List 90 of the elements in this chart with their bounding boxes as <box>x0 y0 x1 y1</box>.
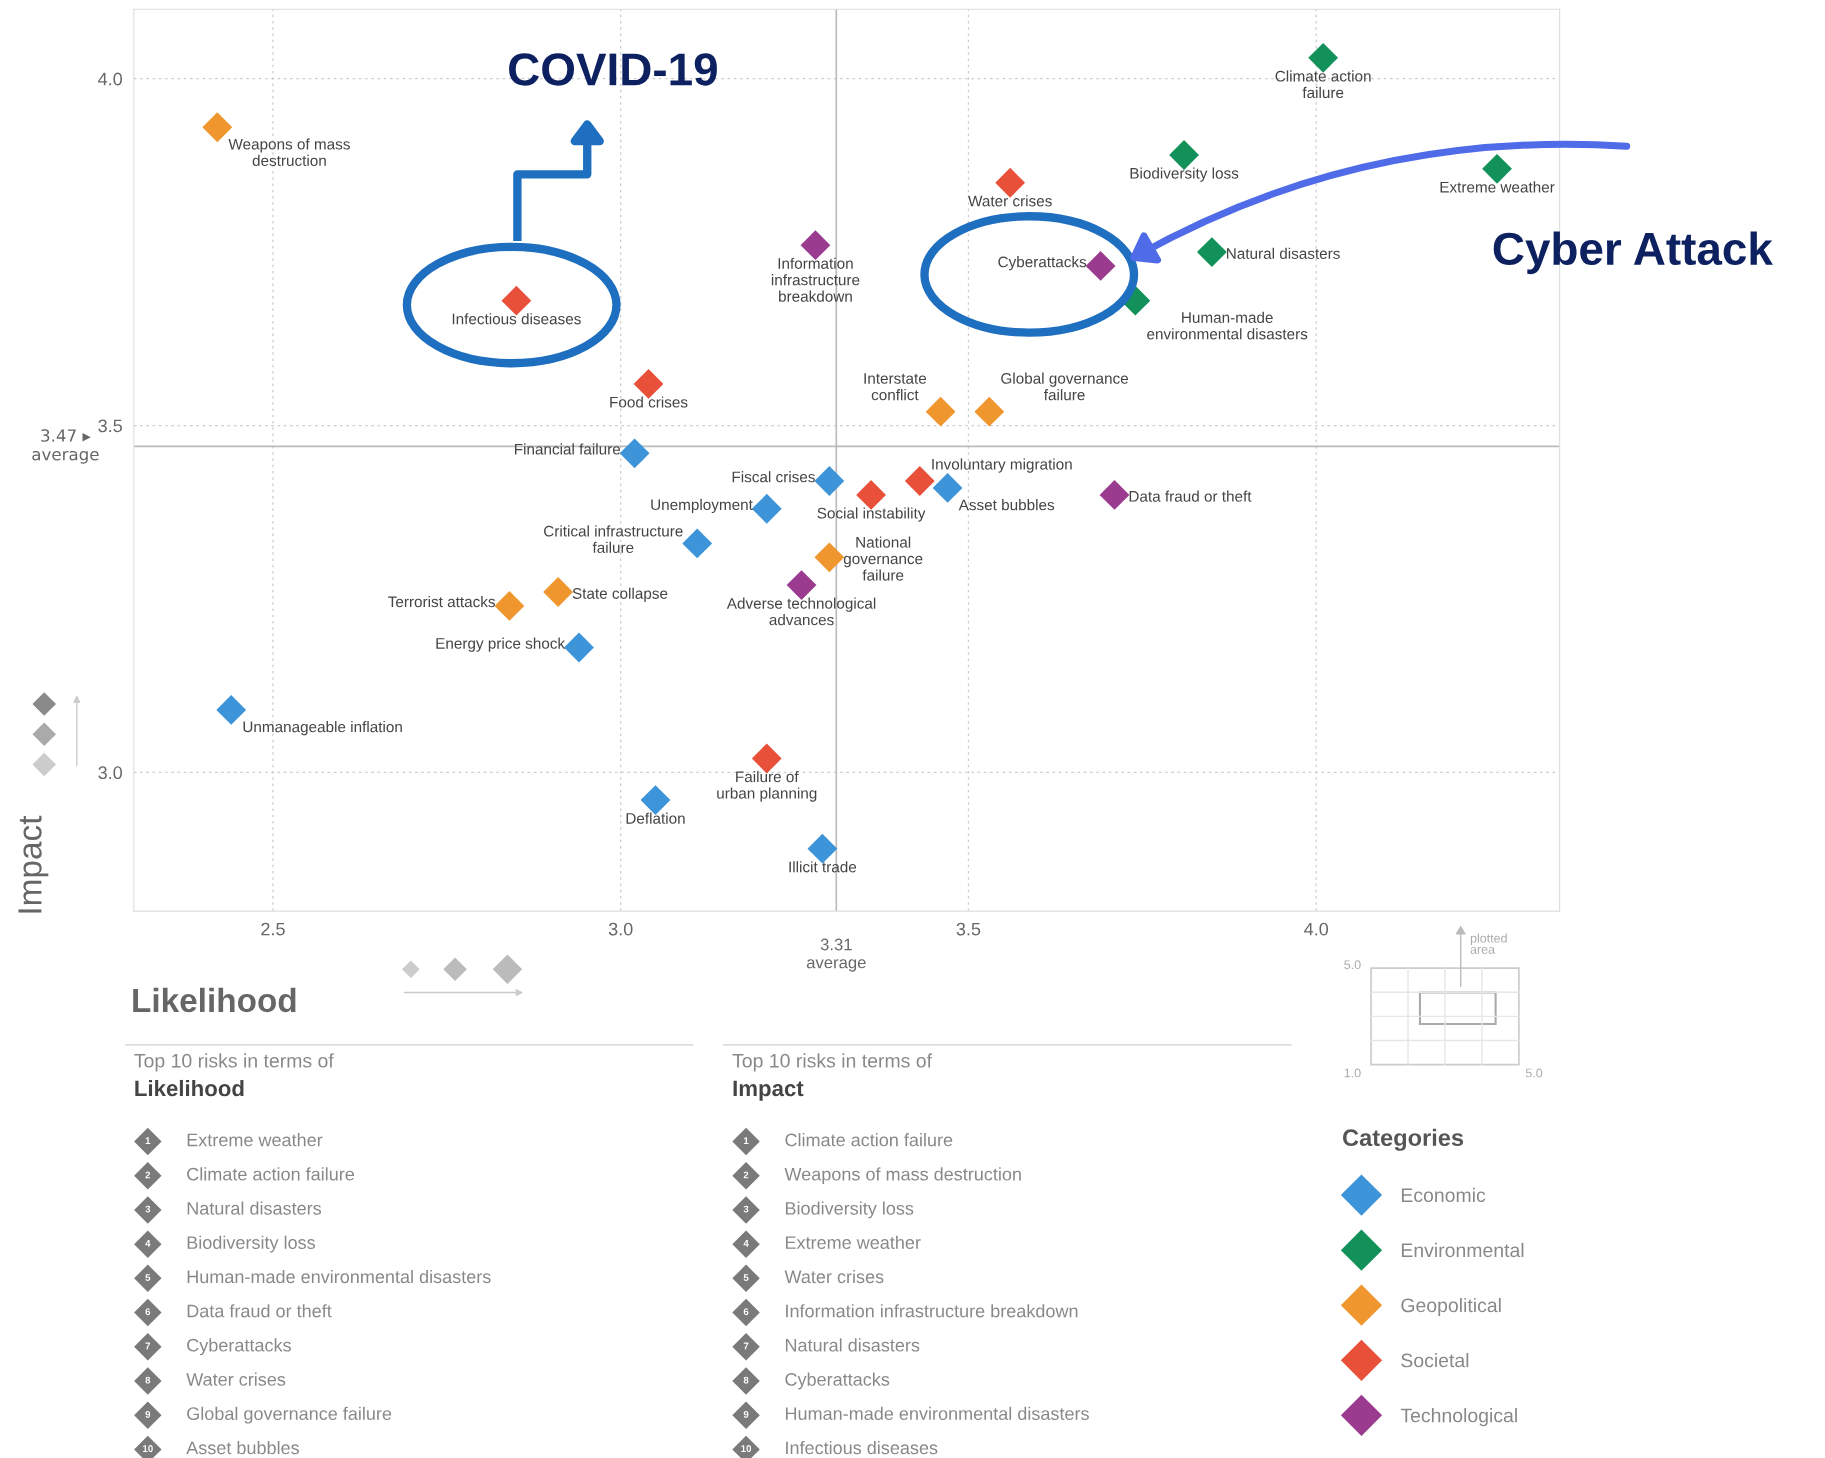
data-label: Financial failure <box>514 443 621 455</box>
data-label: Infectious diseases <box>452 313 581 325</box>
data-label: Human-made environmental disasters <box>1147 311 1308 340</box>
data-label: Unemployment <box>651 498 753 514</box>
legend-title: Categories <box>1342 1128 1464 1151</box>
point <box>925 396 956 427</box>
x-tick-label: 2.5 <box>261 922 285 936</box>
text: Impact <box>733 1080 804 1101</box>
legend-label: Geopolitical <box>1401 1297 1501 1317</box>
y-tick-label: 4.0 <box>98 72 123 86</box>
text: 3 Natural disasters <box>145 1201 322 1215</box>
x-tick-label: 4.0 <box>1304 922 1329 936</box>
x-tick-label: 3.0 <box>608 922 633 936</box>
legend-label: Economic <box>1401 1187 1486 1203</box>
data-label: Terrorist attacks <box>388 595 495 608</box>
data-label: Weapons of mass destruction <box>228 138 350 167</box>
text: 9 Human-made environmental disasters <box>743 1406 1089 1421</box>
legend-label: Technological <box>1400 1408 1517 1427</box>
text: 9 Global governance failure <box>145 1406 392 1424</box>
text: 4 Biodiversity loss <box>145 1235 316 1253</box>
data-label: Cyberattacks <box>998 256 1087 271</box>
point <box>974 396 1005 427</box>
point <box>564 632 594 663</box>
text: Top 10 risks in terms of <box>134 1053 334 1072</box>
text: 1.0 <box>1344 1068 1361 1078</box>
data-label: Food crises <box>610 396 688 408</box>
data-label: Illicit trade <box>789 861 857 873</box>
point <box>543 577 573 607</box>
y-axis-title: Impact <box>18 815 49 913</box>
data-label: Interstate conflict <box>864 373 927 401</box>
data-label: Critical infrastructure failure <box>544 525 683 553</box>
data-label: Global governance failure <box>1001 372 1128 401</box>
data-label: Deflation <box>626 812 685 824</box>
data-label: Failure of urban planning <box>717 770 817 802</box>
data-label: Extreme weather <box>1440 181 1555 193</box>
text: 3 Biodiversity loss <box>743 1201 914 1219</box>
text: 8 Water crises <box>145 1372 286 1386</box>
data-label: Social instability <box>817 507 926 522</box>
text: 8 Cyberattacks <box>743 1372 890 1390</box>
point <box>1085 251 1116 281</box>
text: 5.0 <box>1344 960 1361 970</box>
text: 2 Weapons of mass destruction <box>743 1167 1021 1185</box>
data-label: Information infrastructure breakdown <box>771 257 860 302</box>
text: 5 Human-made environmental disasters <box>145 1269 491 1284</box>
text: 10 Asset bubbles <box>143 1440 299 1455</box>
point <box>751 493 782 524</box>
x-axis-title: Likelihood <box>133 987 296 1013</box>
text: 2 Climate action failure <box>145 1167 355 1181</box>
point <box>814 466 845 496</box>
text: 1 Climate action failure <box>743 1133 953 1147</box>
x-tick-label: 3.5 <box>956 922 981 936</box>
text: 5.0 <box>1525 1068 1543 1078</box>
point <box>1196 237 1227 267</box>
text: 4 Extreme weather <box>743 1235 921 1249</box>
text: Top 10 risks in terms of <box>732 1053 933 1072</box>
point <box>1099 480 1130 510</box>
text: 5 Water crises <box>743 1269 884 1284</box>
data-label: Unmanageable inflation <box>243 721 402 736</box>
text: 6 Data fraud or theft <box>145 1304 332 1318</box>
point <box>494 590 525 621</box>
data-label: Natural disasters <box>1227 247 1340 259</box>
annotation: COVID-19 <box>509 53 717 86</box>
data-label: State collapse <box>572 587 668 602</box>
legend-label: Environmental <box>1401 1242 1524 1258</box>
text: 6 Information infrastructure breakdown <box>743 1304 1078 1318</box>
data-label: Climate action failure <box>1275 70 1371 99</box>
text: Likelihood <box>135 1079 244 1097</box>
data-label: Data fraud or theft <box>1129 490 1252 502</box>
ref-line-label: 3.31 average <box>806 938 866 972</box>
data-label: National governance failure <box>843 536 923 581</box>
text: 10 Infectious diseases <box>741 1440 938 1455</box>
data-label: Adverse technological advances <box>726 597 876 626</box>
text: 1 Extreme weather <box>145 1133 323 1147</box>
text: 7 Cyberattacks <box>145 1338 291 1356</box>
annotation: Cyber Attack <box>1493 231 1773 275</box>
data-label: Asset bubbles <box>958 499 1055 511</box>
data-label: Involuntary migration <box>932 458 1072 473</box>
ref-line-label: 3.47 ▸ average <box>32 429 99 464</box>
text: plotted area <box>1470 933 1507 954</box>
data-label: Energy price shock <box>436 637 566 652</box>
point <box>682 528 713 559</box>
y-tick-label: 3.5 <box>98 419 122 433</box>
legend-label: Societal <box>1401 1353 1469 1368</box>
data-label: Biodiversity loss <box>1130 167 1239 182</box>
point <box>814 542 845 573</box>
y-tick-label: 3.0 <box>98 766 123 780</box>
data-label: Fiscal crises <box>732 471 815 483</box>
data-label: Water crises <box>968 195 1052 207</box>
point <box>619 438 650 469</box>
text: 7 Natural disasters <box>743 1338 920 1352</box>
